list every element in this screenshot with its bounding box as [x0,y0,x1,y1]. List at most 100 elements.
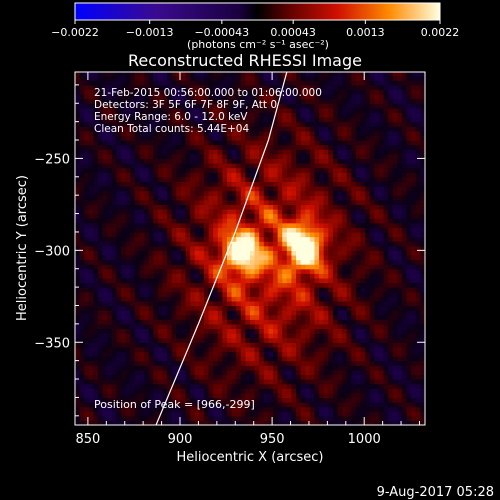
heatmap-cell [355,268,362,274]
heatmap-cell [365,300,371,307]
heatmap-cell [282,328,288,334]
heatmap-cell [102,333,108,339]
heatmap-cell [84,227,90,233]
heatmap-cell [254,107,260,114]
heatmap-cell [319,72,325,77]
heatmap-cell [213,172,219,178]
heatmap-cell [222,420,228,425]
heatmap-cell [231,98,237,104]
heatmap-cell [222,231,228,238]
heatmap-cell [236,204,242,210]
heatmap-cell [351,245,357,251]
heatmap-cell [217,153,223,160]
heatmap-cell [342,250,348,256]
heatmap-cell [236,158,242,164]
heatmap-cell [194,245,200,251]
heatmap-cell [199,346,205,353]
heatmap-cell [203,135,210,141]
heatmap-cell [153,75,159,81]
heatmap-cell [328,199,334,205]
heatmap-cell [263,245,270,251]
heatmap-cell [342,84,348,91]
heatmap-cell [282,107,288,114]
heatmap-cell [282,351,288,357]
heatmap-cell [134,342,141,348]
heatmap-cell [236,107,242,114]
heatmap-cell [263,149,270,155]
heatmap-cell [328,121,334,127]
heatmap-cell [107,406,113,412]
heatmap-cell [121,149,127,155]
heatmap-cell [360,245,366,251]
heatmap-cell [222,172,228,178]
heatmap-cell [148,80,154,86]
heatmap-cell [185,411,191,417]
heatmap-cell [171,415,177,422]
heatmap-cell [259,199,265,205]
heatmap-cell [111,181,118,187]
heatmap-cell [199,117,205,123]
heatmap-cell [300,392,306,399]
heatmap-cell [171,149,177,155]
heatmap-cell [116,112,122,118]
heatmap-cell [346,167,352,173]
heatmap-cell [332,328,339,334]
heatmap-cell [194,181,200,187]
heatmap-cell [300,342,306,348]
heatmap-cell [208,163,214,169]
heatmap-cell [355,72,362,77]
heatmap-cell [296,208,302,215]
heatmap-cell [176,112,182,118]
heatmap-cell [98,112,104,118]
heatmap-cell [111,204,118,210]
heatmap-cell [130,273,136,279]
heatmap-cell [162,356,168,362]
heatmap-cell [286,140,293,146]
heatmap-cell [296,241,302,247]
heatmap-cell [355,190,362,196]
heatmap-cell [355,273,362,279]
heatmap-cell [148,103,154,109]
heatmap-cell [282,374,288,380]
heatmap-cell [305,277,311,284]
heatmap-cell [250,89,256,95]
heatmap-cell [286,121,293,127]
heatmap-cell [134,264,141,270]
heatmap-cell [342,314,348,320]
heatmap-cell [217,181,223,187]
heatmap-cell [222,379,228,385]
heatmap-cell [245,112,251,118]
heatmap-cell [180,218,187,224]
heatmap-cell [88,388,95,394]
heatmap-cell [157,222,164,228]
heatmap-cell [346,94,352,100]
heatmap-cell [134,268,141,274]
heatmap-cell [130,204,136,210]
heatmap-cell [245,98,251,104]
heatmap-cell [259,268,265,274]
heatmap-cell [351,107,357,114]
heatmap-cell [167,264,173,270]
heatmap-cell [240,130,246,137]
heatmap-cell [250,245,256,251]
heatmap-cell [296,379,302,385]
heatmap-cell [268,264,274,270]
heatmap-cell [300,218,306,224]
heatmap-cell [194,328,200,334]
heatmap-cell [259,328,265,334]
heatmap-cell [273,176,279,182]
heatmap-cell [254,163,260,169]
heatmap-cell [231,374,237,380]
heatmap-cell [157,204,164,210]
heatmap-cell [102,291,108,297]
heatmap-cell [286,153,293,160]
heatmap-cell [185,135,191,141]
heatmap-cell [259,360,265,366]
heatmap-cell [180,241,187,247]
heatmap-cell [98,415,104,422]
heatmap-cell [107,374,113,380]
heatmap-cell [171,227,177,233]
heatmap-cell [323,103,329,109]
heatmap-cell [203,291,210,297]
heatmap-cell [125,351,131,357]
